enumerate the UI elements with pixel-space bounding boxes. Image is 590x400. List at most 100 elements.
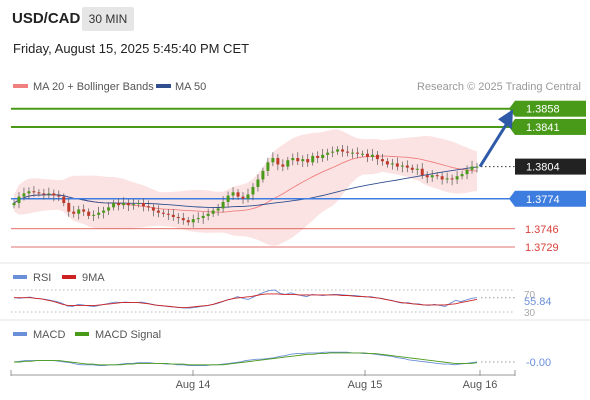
candle-body	[141, 203, 145, 207]
candle-body	[226, 195, 230, 202]
x-tick-label: Aug 14	[176, 379, 211, 391]
rsi-tick-30: 30	[524, 308, 536, 319]
candle-body	[390, 163, 394, 165]
candle-body	[276, 158, 280, 165]
candle-body	[351, 152, 355, 154]
candle-body	[67, 203, 71, 212]
level-label-5: 1.3729	[525, 242, 559, 254]
candle-body	[395, 163, 399, 167]
candle-body	[331, 151, 335, 153]
candle-body	[52, 193, 56, 196]
level-box-3	[515, 190, 586, 207]
forecast-arrow-line	[478, 122, 509, 168]
candle-body	[465, 169, 469, 175]
candle-body	[181, 218, 185, 221]
rsi-ma-line	[14, 293, 478, 309]
rsi-ma-legend-label: 9MA	[82, 272, 105, 284]
candle-body	[236, 192, 240, 197]
rsi-value: 55.84	[524, 296, 552, 308]
candle-body	[211, 210, 215, 214]
candle-body	[475, 166, 479, 168]
candle-body	[82, 209, 86, 212]
candle-body	[136, 203, 140, 205]
candle-body	[405, 165, 409, 168]
level-box-1	[515, 118, 586, 135]
rsi-panel	[11, 289, 515, 313]
candle-body	[271, 158, 275, 163]
candle-body	[122, 203, 126, 206]
candle-body	[216, 208, 220, 211]
candle-body	[112, 203, 116, 208]
candle-body	[186, 220, 190, 223]
candle-body	[151, 207, 155, 211]
current-price-box	[515, 158, 586, 175]
candle-body	[291, 158, 295, 161]
rsi-tick-70: 70	[524, 290, 536, 301]
macd-signal-legend-swatch	[75, 332, 89, 336]
candle-body	[336, 149, 340, 152]
macd-value: -0.00	[526, 357, 551, 369]
candle-body	[296, 158, 300, 162]
candle-body	[17, 196, 21, 204]
candle-body	[385, 161, 389, 165]
ma50-line	[13, 166, 478, 208]
timeframe-button[interactable]: 30 MIN	[82, 7, 134, 31]
candle-body	[261, 170, 265, 180]
macd-legend-swatch	[13, 332, 27, 336]
candle-body	[127, 203, 130, 206]
candle-body	[87, 211, 91, 216]
candle-body	[191, 219, 195, 223]
macd-signal-legend-label: MACD Signal	[95, 329, 161, 341]
candle-body	[77, 209, 81, 214]
level-label-3: 1.3774	[526, 194, 560, 206]
candle-body	[92, 214, 96, 216]
candle-body	[286, 160, 290, 167]
candle-body	[47, 193, 51, 195]
x-tick-label: Aug 15	[348, 379, 383, 391]
candle-body	[435, 175, 439, 177]
candle-body	[455, 176, 459, 180]
candle-body	[166, 213, 170, 215]
candle-body	[346, 151, 350, 153]
candle-body	[107, 207, 111, 211]
candle-body	[445, 178, 449, 180]
candle-body	[316, 155, 320, 159]
candle-body	[176, 216, 180, 219]
level-box-0	[515, 100, 586, 117]
candle-body	[370, 154, 374, 157]
candle-body	[241, 196, 245, 199]
symbol-title: USD/CAD	[12, 10, 81, 27]
candle-body	[171, 214, 175, 217]
candle-body	[400, 165, 404, 167]
candle-body	[117, 203, 121, 206]
level-label-1: 1.3841	[526, 122, 560, 134]
candle-body	[365, 153, 369, 157]
candle-body	[201, 215, 205, 219]
candle-body	[131, 204, 135, 206]
candle-body	[221, 201, 225, 209]
candle-body	[410, 167, 414, 170]
macd-panel	[13, 351, 515, 366]
level-pointer-0	[509, 100, 515, 117]
candle-body	[27, 191, 31, 194]
candle-body	[196, 218, 200, 220]
candle-body	[326, 152, 330, 155]
x-axis: Aug 14 Aug 15 Aug 16	[176, 370, 497, 391]
candle-body	[146, 206, 150, 208]
candle-body	[311, 155, 315, 163]
ma20-legend-swatch	[13, 84, 28, 88]
candle-body	[161, 212, 165, 214]
level-pointer-3	[509, 190, 515, 207]
candle-body	[430, 175, 434, 178]
candle-body	[460, 174, 464, 177]
macd-signal-line	[14, 352, 478, 366]
candle-body	[356, 152, 360, 154]
candle-body	[156, 210, 160, 213]
forecast-arrow-head	[498, 109, 513, 130]
current-price-label: 1.3804	[526, 162, 560, 174]
candle-body	[22, 193, 26, 197]
candle-body	[37, 192, 41, 194]
credit-text: Research © 2025 Trading Central	[417, 81, 581, 93]
candle-body	[256, 179, 260, 187]
